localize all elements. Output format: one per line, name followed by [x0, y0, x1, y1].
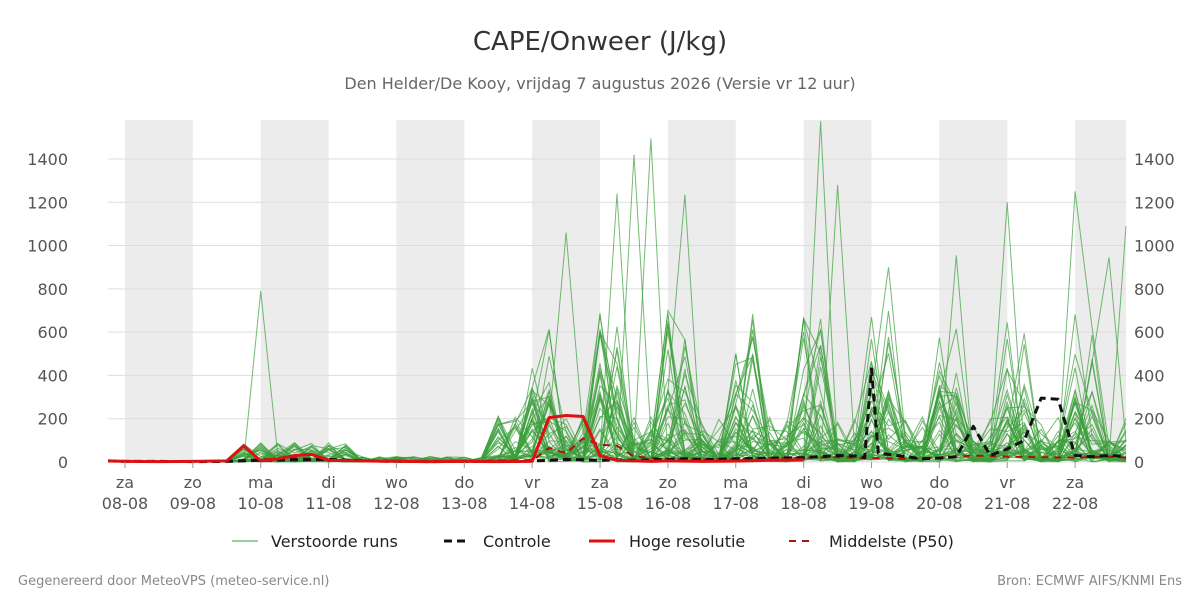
y-tick-left-0: 0 — [58, 453, 68, 472]
x-tick-date-7: 15-08 — [577, 494, 624, 513]
x-tick-date-10: 18-08 — [780, 494, 827, 513]
x-tick-day-14: za — [1066, 473, 1084, 492]
x-tick-day-13: vr — [999, 473, 1015, 492]
y-tick-right-0: 0 — [1134, 453, 1144, 472]
y-tick-right-1400: 1400 — [1134, 150, 1175, 169]
legend: Verstoorde runs Controle Hoge resolutie … — [232, 532, 954, 551]
y-tick-left-1000: 1000 — [27, 237, 68, 256]
x-tick-date-12: 20-08 — [916, 494, 963, 513]
x-tick-day-4: wo — [385, 473, 408, 492]
y-axis-left: 0 200 400 600 800 1000 1200 1400 — [27, 150, 68, 472]
y-tick-right-400: 400 — [1134, 366, 1165, 385]
x-tick-date-1: 09-08 — [170, 494, 217, 513]
y-tick-left-800: 800 — [37, 280, 68, 299]
y-tick-right-800: 800 — [1134, 280, 1165, 299]
x-tick-date-3: 11-08 — [305, 494, 352, 513]
night-band-7 — [1075, 120, 1126, 462]
x-tick-day-3: di — [321, 473, 336, 492]
y-tick-left-200: 200 — [37, 410, 68, 429]
legend-controle-label: Controle — [483, 532, 551, 551]
x-tick-day-10: di — [796, 473, 811, 492]
footer-source: Bron: ECMWF AIFS/KNMI Ens — [997, 574, 1182, 589]
night-bands — [124, 120, 1126, 462]
x-tick-date-9: 17-08 — [713, 494, 760, 513]
x-tick-date-8: 16-08 — [645, 494, 692, 513]
x-tick-date-11: 19-08 — [848, 494, 895, 513]
y-tick-left-600: 600 — [37, 323, 68, 342]
footer-generated-by: Gegenereerd door MeteoVPS (meteo-service… — [18, 574, 329, 589]
x-tick-day-7: za — [591, 473, 609, 492]
legend-hoge-resolutie-label: Hoge resolutie — [629, 532, 745, 551]
x-tick-day-1: zo — [184, 473, 202, 492]
x-tick-day-11: wo — [860, 473, 883, 492]
x-tick-day-2: ma — [248, 473, 273, 492]
x-tick-day-12: do — [929, 473, 949, 492]
x-tick-date-6: 14-08 — [509, 494, 556, 513]
ensemble-member-19 — [107, 372, 1127, 463]
y-tick-right-1000: 1000 — [1134, 237, 1175, 256]
y-tick-right-200: 200 — [1134, 410, 1165, 429]
x-tick-date-4: 12-08 — [373, 494, 420, 513]
night-band-0 — [124, 120, 193, 462]
x-tick-day-8: zo — [659, 473, 677, 492]
y-tick-left-1200: 1200 — [27, 193, 68, 212]
x-tick-date-5: 13-08 — [441, 494, 488, 513]
x-tick-day-6: vr — [524, 473, 540, 492]
main-series-lines — [107, 367, 1127, 464]
x-tick-day-0: za — [116, 473, 134, 492]
chart-subtitle: Den Helder/De Kooy, vrijdag 7 augustus 2… — [344, 74, 855, 93]
x-tick-date-2: 10-08 — [237, 494, 284, 513]
y-axis-right: 0 200 400 600 800 1000 1200 1400 — [1134, 150, 1175, 472]
hoge-resolutie-line — [107, 414, 804, 464]
x-tick-day-9: ma — [723, 473, 748, 492]
ensemble-member-49 — [107, 327, 1127, 463]
y-tick-left-1400: 1400 — [27, 150, 68, 169]
x-axis: za 08-08 zo 09-08 ma 10-08 di 11-08 wo 12-08 do 13-… — [102, 462, 1099, 513]
y-tick-right-1200: 1200 — [1134, 193, 1175, 212]
legend-p50-label: Middelste (P50) — [829, 532, 954, 551]
x-tick-date-14: 22-08 — [1052, 494, 1099, 513]
legend-ensemble-label: Verstoorde runs — [271, 532, 398, 551]
chart-title: CAPE/Onweer (J/kg) — [473, 27, 727, 57]
x-tick-date-13: 21-08 — [984, 494, 1031, 513]
p50-line — [108, 437, 1127, 463]
y-tick-left-400: 400 — [37, 366, 68, 385]
x-tick-date-0: 08-08 — [102, 494, 149, 513]
x-tick-day-5: do — [454, 473, 474, 492]
night-band-1 — [260, 120, 329, 462]
night-band-2 — [396, 120, 465, 462]
y-tick-right-600: 600 — [1134, 323, 1165, 342]
ensemble-member-46 — [107, 334, 1127, 463]
